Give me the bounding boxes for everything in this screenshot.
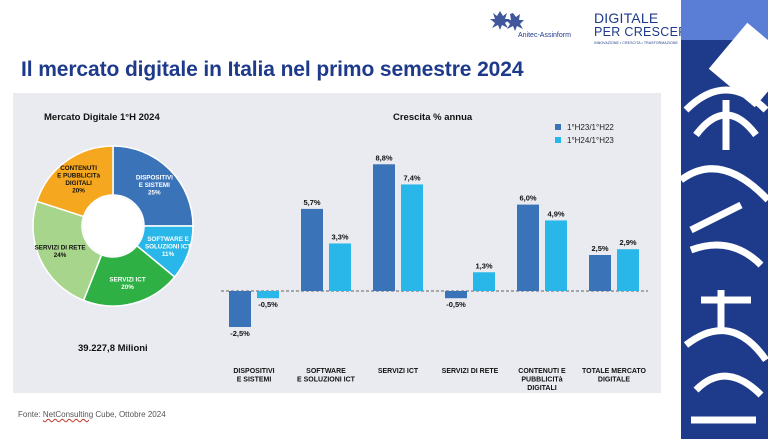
logo-line-2: PER CRESCERE [594,25,697,39]
pie-slice-label-line: E SISTEMI [139,182,170,189]
bar [329,243,351,291]
source-note: Fonte: NetConsulting Cube, Ottobre 2024 [18,410,166,419]
source-rest: Cube, Ottobre 2024 [93,410,166,419]
category-label-line: CONTENUTI E [518,368,566,375]
category-label-line: DIGITALE [598,377,630,384]
pie-slice-label-line: DISPOSITIVI [136,175,173,182]
category-label-line: PUBBLICITà [521,377,562,384]
pie-slice-label: SERVIZI DI RETE 24% [35,245,86,260]
bar [445,291,467,299]
bar [373,164,395,291]
pie-slice-label-line: 24% [54,252,67,259]
pie-slice [112,145,194,227]
bar-value-label: 8,8% [375,153,392,162]
bar-value-label: 2,5% [591,244,608,253]
pie-total-label: 39.227,8 Milioni [78,343,148,354]
pie-slice-label-line: 25% [148,190,161,197]
legend-label: 1°H23/1°H22 [567,123,614,132]
anitec-logo-text: Anitec-Assinform [518,32,571,39]
pie-slice-label-line: SERVIZI ICT [109,276,145,283]
pie-slice-label-line: SOFTWARE E [147,236,189,243]
pie-chart-title: Mercato Digitale 1°H 2024 [44,112,160,123]
pie-slice-label-line: SOLUZIONI ICT [145,243,191,250]
pie-slice [32,200,103,302]
category-label: SOFTWARE E SOLUZIONI ICT [297,368,356,384]
pie-slice-label-line: 20% [121,284,134,291]
bar-value-label: -0,5% [446,300,466,309]
category-label-line: TOTALE MERCATO [582,368,647,375]
page-title: Il mercato digitale in Italia nel primo … [21,58,524,81]
decorative-side-band [681,0,768,439]
category-label: TOTALE MERCATO DIGITALE [582,368,647,384]
decorative-pattern-icon [681,0,768,424]
category-label: SERVIZI DI RETE [442,368,499,375]
pie-slice-label-line: DIGITALI [65,180,92,187]
legend-label: 1°H24/1°H23 [567,136,614,145]
pie-slice-label-line: E PUBBLICITà [57,172,101,179]
bar [229,291,251,327]
category-label-line: DIGITALI [527,385,556,392]
legend-swatch [555,124,561,130]
bar [301,208,323,291]
bar [617,249,639,291]
category-label: CONTENUTI E PUBBLICITà DIGITALI [518,368,566,392]
anitec-logo-icon [490,11,524,31]
legend-swatch [555,137,561,143]
bar-value-label: -2,5% [230,329,250,338]
pie-slice-label-line: 11% [162,251,175,258]
bar-chart-title: Crescita % annua [393,112,473,123]
source-prefix: Fonte: [18,410,43,419]
pie-slice-label: CONTENUTI E PUBBLICITà DIGITALI 20% [57,165,101,195]
category-label-line: E SISTEMI [237,377,272,384]
category-label-line: DISPOSITIVI [233,368,274,375]
bar-value-label: 1,3% [475,261,492,270]
bar [517,204,539,291]
pie-slice-label: DISPOSITIVI E SISTEMI 25% [136,175,173,197]
category-label: SERVIZI ICT [378,368,419,375]
pie-slice-label: SOFTWARE E SOLUZIONI ICT 11% [145,236,191,258]
category-label-line: E SOLUZIONI ICT [297,377,356,384]
bar-value-label: 2,9% [619,238,636,247]
source-brand: NetConsulting [42,410,94,419]
category-label-line: SOFTWARE [306,368,346,375]
category-label-line: SERVIZI DI RETE [442,368,499,375]
bar [589,255,611,291]
bar-value-label: 3,3% [331,232,348,241]
pie-slice [82,244,176,307]
bar [257,291,279,299]
pie-slice-label-line: 20% [72,187,85,194]
bar-value-label: 6,0% [519,194,536,203]
pie-slice-label-line: SERVIZI DI RETE [35,245,86,252]
logo-tagline: INNOVAZIONE • CRESCITA • TRASFORMAZIONE [594,41,678,45]
pie-slice-label: SERVIZI ICT 20% [109,276,145,291]
category-label-line: SERVIZI ICT [378,368,419,375]
bar-value-label: 5,7% [303,198,320,207]
pie-slice [35,145,114,218]
bar-value-label: 4,9% [547,209,564,218]
pie-slice-label-line: CONTENUTI [60,165,97,172]
bar-value-label: -0,5% [258,300,278,309]
logo-line-1: DIGITALE [594,10,659,26]
bar [401,184,423,291]
bar-value-label: 7,4% [403,173,420,182]
bar [473,272,495,291]
category-label: DISPOSITIVI E SISTEMI [233,368,274,384]
donut-hole [83,196,143,256]
bar [545,220,567,291]
